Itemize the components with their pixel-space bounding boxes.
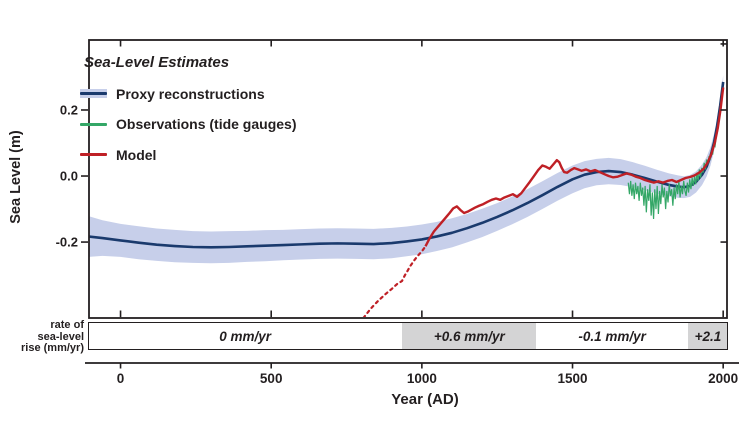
legend-item-observations: Observations (tide gauges) [80,116,296,132]
y-tick-label: 0.0 [60,169,78,184]
y-tick-label: 0.2 [60,102,78,117]
plot-border [88,39,728,319]
legend-label-observations: Observations (tide gauges) [116,116,297,132]
rate-axis-caption: rate of sea-level rise (mm/yr) [0,319,84,355]
rate-caption-line-3: rise (mm/yr) [21,342,84,354]
x-tick-label: 2000 [708,371,738,386]
rate-of-rise-bar: +2.1 -0.1 mm/yr +0.6 mm/yr 0 mm/yr [88,322,728,350]
rate-segment: -0.1 mm/yr [536,322,688,350]
rate-caption-line-1: rate of [50,319,84,331]
legend-item-proxy: Proxy reconstructions [80,86,296,102]
y-axis-title: Sea Level (m) [8,130,24,224]
legend: Sea-Level Estimates Proxy reconstruction… [80,54,296,163]
rate-segment: +2.1 [687,322,728,350]
proxy-band-swatch-icon [80,88,107,99]
y-tick-label: -0.2 [56,235,78,250]
legend-title: Sea-Level Estimates [84,54,230,71]
x-tick-label: 0 [117,371,125,386]
x-tick-label: 1000 [407,371,437,386]
rate-segment: +0.6 mm/yr [402,322,537,350]
x-tick-label: 1500 [557,371,587,386]
x-axis-title: Year (AD) [391,391,459,408]
observations-line [627,101,722,219]
model-line-swatch-icon [80,149,107,160]
rate-segment: 0 mm/yr [88,322,403,350]
legend-item-model: Model [80,147,296,163]
legend-label-model: Model [116,146,157,163]
rate-caption-line-2: sea-level [37,330,84,343]
model-line [424,87,725,247]
x-tick-label: 500 [260,371,283,386]
legend-label-proxy: Proxy reconstructions [116,85,265,102]
observations-line-swatch-icon [80,119,107,130]
